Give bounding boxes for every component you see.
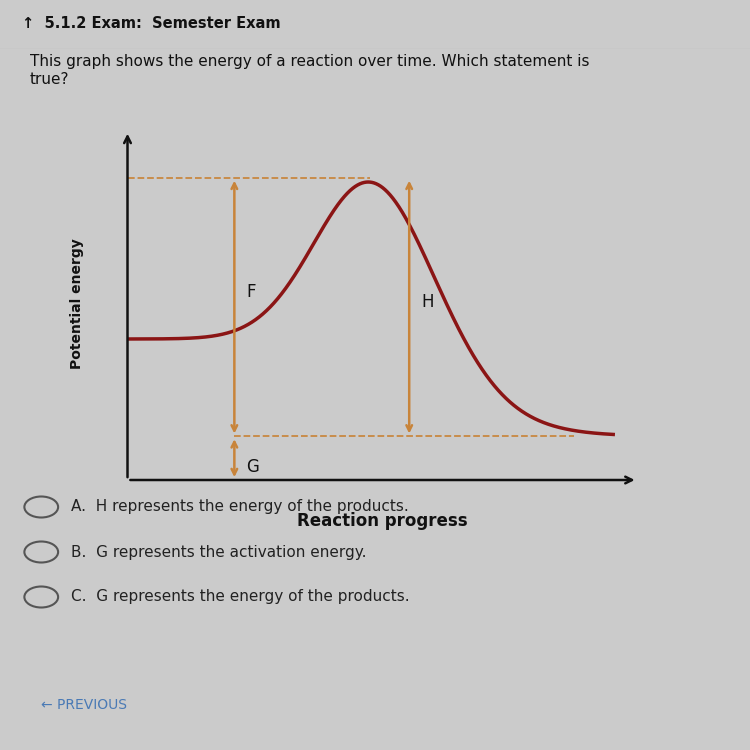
Text: Reaction progress: Reaction progress	[297, 512, 468, 530]
Text: ↑  5.1.2 Exam:  Semester Exam: ↑ 5.1.2 Exam: Semester Exam	[22, 16, 281, 31]
Text: H: H	[422, 293, 434, 311]
Text: A.  H represents the energy of the products.: A. H represents the energy of the produc…	[71, 500, 409, 514]
Text: F: F	[247, 283, 256, 301]
Text: C.  G represents the energy of the products.: C. G represents the energy of the produc…	[71, 590, 410, 604]
Text: Potential energy: Potential energy	[70, 238, 83, 369]
Text: This graph shows the energy of a reaction over time. Which statement is
true?: This graph shows the energy of a reactio…	[30, 54, 590, 86]
Text: B.  G represents the activation energy.: B. G represents the activation energy.	[71, 544, 367, 560]
Text: ← PREVIOUS: ← PREVIOUS	[41, 698, 128, 712]
Text: G: G	[247, 458, 259, 476]
